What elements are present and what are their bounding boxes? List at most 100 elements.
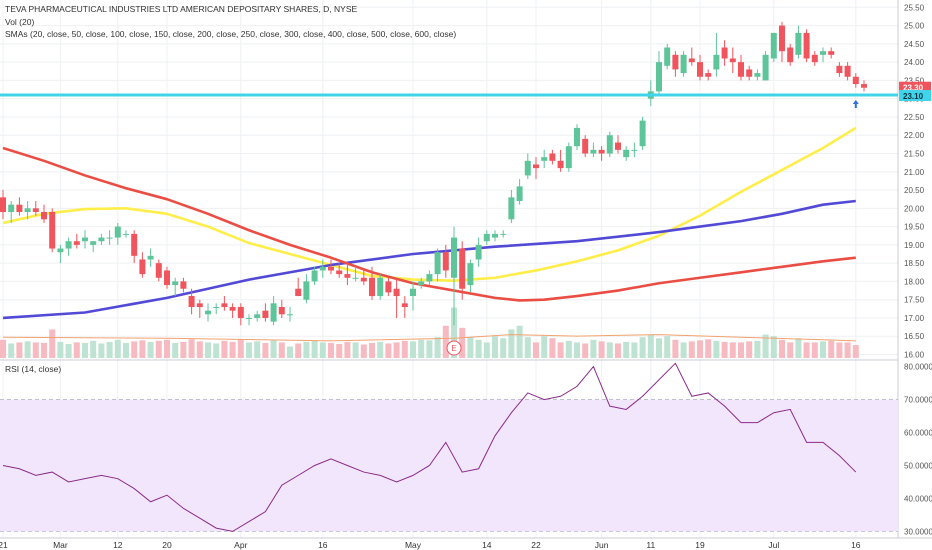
candle-body — [762, 54, 769, 81]
volume-bar — [344, 341, 351, 358]
legend-rsi: RSI (14, close) — [5, 364, 62, 374]
volume-bar — [590, 339, 597, 358]
volume-bar — [606, 342, 613, 358]
candle-body — [213, 307, 220, 309]
volume-bar — [188, 339, 195, 358]
candle-body — [90, 241, 97, 245]
candle-body — [697, 62, 703, 77]
volume-bar — [123, 342, 129, 358]
candle-body — [344, 274, 351, 278]
candle-body — [672, 54, 679, 70]
price-tick-label: 16.50 — [904, 332, 925, 341]
candle-body — [541, 157, 548, 161]
price-tick-label: 19.00 — [904, 241, 925, 250]
candle-body — [114, 226, 121, 238]
candle-body — [639, 120, 646, 147]
time-tick-label: Mar — [53, 540, 68, 550]
volume-bar — [852, 345, 859, 358]
rsi-tick-label: 60.0000 — [904, 429, 932, 438]
volume-ma-line — [2, 334, 856, 342]
volume-bar — [615, 343, 621, 358]
volume-bar — [434, 337, 441, 358]
candle-body — [688, 58, 695, 63]
candle-body — [49, 211, 56, 249]
volume-bar — [459, 327, 466, 358]
volume-bar — [541, 336, 548, 358]
volume-bar — [697, 340, 703, 358]
volume-bar — [672, 339, 679, 358]
last-price-label: 23.30 — [903, 84, 924, 93]
volume-bar — [401, 340, 408, 358]
volume-bar — [360, 344, 367, 358]
candle-body — [352, 277, 359, 279]
volume-bar — [221, 340, 228, 358]
candle-body — [852, 76, 859, 85]
volume-bar — [180, 341, 187, 358]
candle-body — [82, 237, 88, 242]
candle-body — [393, 288, 400, 297]
candle-body — [606, 135, 613, 154]
price-tick-label: 22.00 — [904, 131, 925, 140]
volume-bar — [205, 342, 211, 358]
candle-body — [237, 307, 244, 318]
volume-bar — [483, 342, 490, 358]
price-tick-label: 22.50 — [904, 113, 925, 122]
candle-body — [360, 277, 367, 282]
volume-bar — [623, 341, 630, 358]
volume-bar — [24, 341, 31, 358]
candle-body — [131, 233, 138, 256]
volume-bar — [803, 342, 810, 358]
candle-body — [844, 65, 851, 77]
volume-bar — [836, 342, 843, 358]
time-tick-label: 14 — [482, 540, 492, 550]
candle-body — [811, 54, 818, 63]
rsi-tick-label: 70.0000 — [904, 396, 932, 405]
volume-bar — [410, 341, 416, 358]
candle-body — [426, 274, 433, 282]
volume-bar — [475, 339, 482, 358]
rsi-tick-label: 80.0000 — [904, 363, 932, 372]
candle-body — [729, 58, 736, 63]
support-price-label: 23.10 — [903, 92, 924, 101]
candle-body — [820, 51, 826, 55]
candle-body — [787, 47, 794, 63]
candle-body — [721, 47, 728, 59]
volume-bar — [705, 339, 712, 358]
volume-bar — [106, 341, 113, 358]
candle-body — [574, 127, 580, 147]
price-tick-label: 16.00 — [904, 351, 925, 360]
support-price-tag — [899, 90, 931, 102]
candle-body — [254, 314, 261, 318]
price-tick-label: 20.00 — [904, 204, 925, 213]
earnings-marker — [446, 340, 462, 356]
volume-bar — [82, 342, 88, 358]
candle-body — [516, 186, 523, 202]
candle-body — [336, 270, 343, 275]
sma-line — [2, 126, 857, 282]
candle-body — [492, 233, 498, 238]
candle-body — [205, 310, 211, 315]
rsi-tick-label: 40.0000 — [904, 494, 932, 503]
time-tick-label: 22 — [531, 540, 541, 550]
candle-body — [246, 317, 252, 319]
candle-body — [278, 307, 285, 315]
volume-bar — [73, 342, 80, 358]
candle-body — [147, 255, 154, 260]
volume-bar — [738, 342, 744, 358]
candle-body — [582, 138, 589, 154]
time-tick-label: May — [405, 540, 422, 550]
volume-bar — [319, 342, 326, 358]
candle-body — [754, 73, 761, 77]
candle-body — [557, 160, 564, 169]
volume-bar — [237, 339, 244, 358]
volume-bar — [57, 341, 64, 358]
candle-body — [41, 211, 47, 220]
time-tick-label: 20 — [162, 540, 172, 550]
volume-bar — [426, 340, 433, 358]
candle-body — [106, 237, 113, 239]
candle-body — [459, 248, 466, 289]
volume-bar — [352, 342, 359, 358]
candle-body — [16, 204, 23, 212]
candle-body — [164, 270, 170, 286]
